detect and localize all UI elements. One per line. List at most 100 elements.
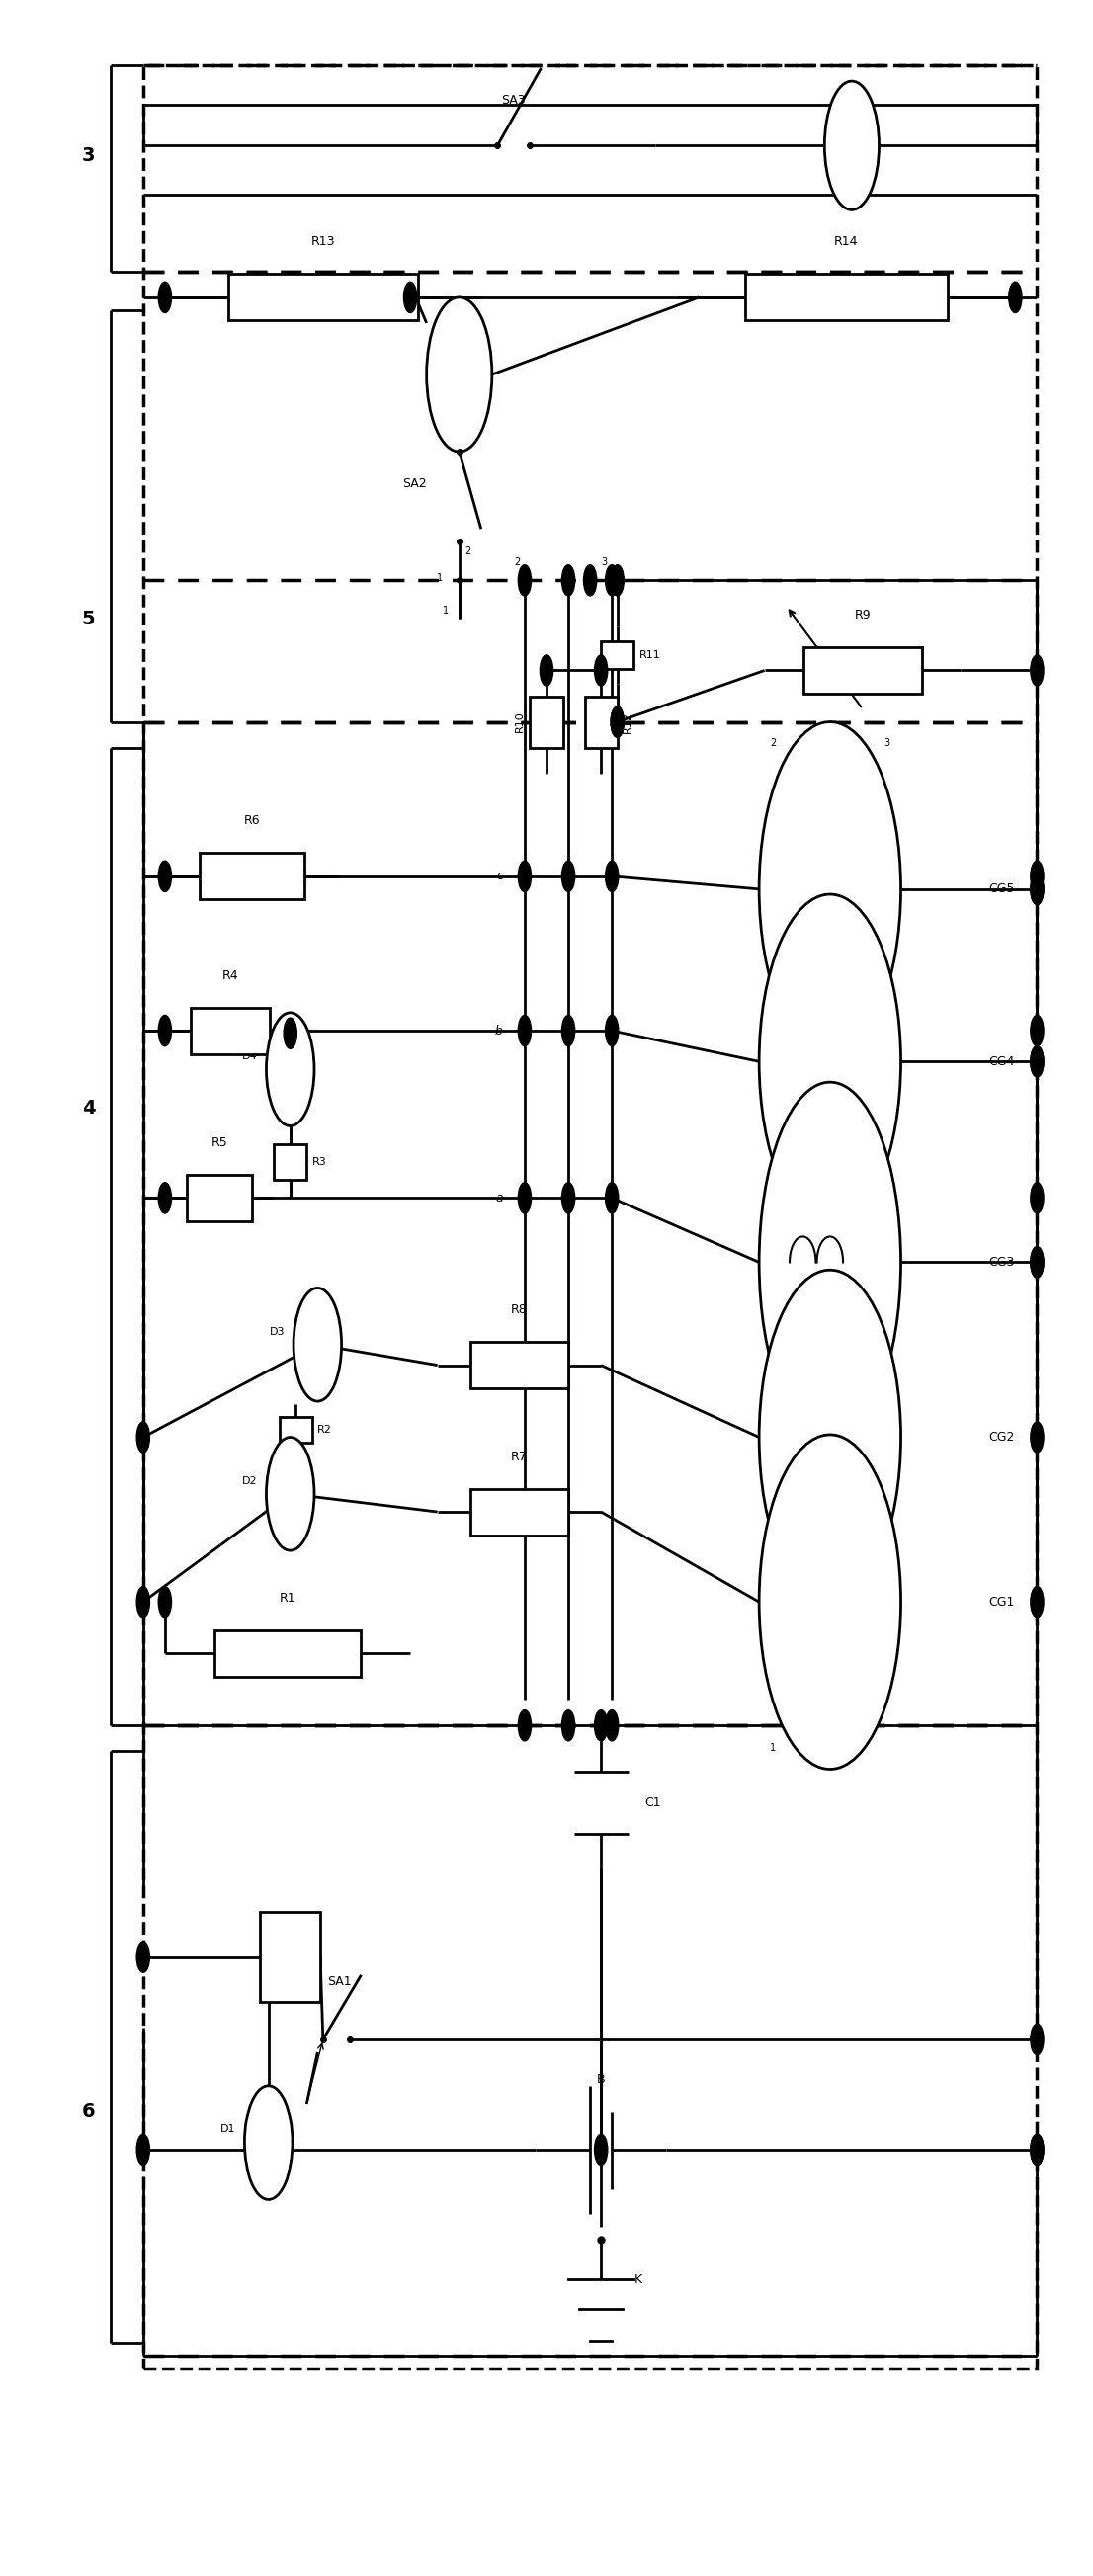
Text: 3: 3 xyxy=(82,147,95,165)
Text: D1: D1 xyxy=(221,2125,236,2136)
Circle shape xyxy=(584,564,597,595)
Text: R4: R4 xyxy=(222,969,238,981)
Circle shape xyxy=(824,80,879,209)
Text: b: b xyxy=(495,1025,503,1038)
Text: D2: D2 xyxy=(243,1476,258,1486)
Circle shape xyxy=(1031,1182,1044,1213)
Circle shape xyxy=(158,1015,172,1046)
Text: CG2: CG2 xyxy=(988,1430,1014,1443)
Circle shape xyxy=(606,1015,619,1046)
Circle shape xyxy=(403,281,416,312)
Circle shape xyxy=(426,296,492,451)
Text: CG4: CG4 xyxy=(988,1056,1014,1069)
Text: R9: R9 xyxy=(855,608,871,621)
Text: 1: 1 xyxy=(769,1744,776,1754)
Bar xyxy=(260,1911,320,2002)
Text: R7: R7 xyxy=(510,1450,528,1463)
Text: R3: R3 xyxy=(313,1157,327,1167)
Circle shape xyxy=(1031,1587,1044,1618)
Text: CG1: CG1 xyxy=(988,1595,1014,1607)
Circle shape xyxy=(606,1710,619,1741)
Text: 1: 1 xyxy=(437,572,443,582)
Circle shape xyxy=(1031,873,1044,904)
Text: B: B xyxy=(597,2074,606,2087)
Bar xyxy=(280,1417,313,1443)
Text: 3: 3 xyxy=(884,1285,890,1296)
Circle shape xyxy=(158,1587,172,1618)
Text: R10: R10 xyxy=(515,711,525,732)
Circle shape xyxy=(158,860,172,891)
Text: 2: 2 xyxy=(769,909,776,920)
Text: 1: 1 xyxy=(769,1412,776,1422)
Bar xyxy=(191,1007,270,1054)
Text: a: a xyxy=(495,1193,503,1206)
Text: R1: R1 xyxy=(280,1592,296,1605)
Text: SA3: SA3 xyxy=(502,95,526,106)
Circle shape xyxy=(611,706,624,737)
Ellipse shape xyxy=(760,1082,901,1443)
Text: R2: R2 xyxy=(318,1425,332,1435)
Circle shape xyxy=(611,564,624,595)
Circle shape xyxy=(1031,654,1044,685)
Text: SA1: SA1 xyxy=(327,1976,352,1989)
Bar xyxy=(214,1631,361,1677)
Ellipse shape xyxy=(760,721,901,1056)
Ellipse shape xyxy=(760,894,901,1229)
Circle shape xyxy=(1009,281,1022,312)
Text: 4: 4 xyxy=(884,1103,890,1113)
Circle shape xyxy=(1031,1247,1044,1278)
Circle shape xyxy=(606,1182,619,1213)
Bar xyxy=(585,696,618,747)
Circle shape xyxy=(1031,1422,1044,1453)
Circle shape xyxy=(518,1182,531,1213)
Text: 4: 4 xyxy=(82,1097,95,1118)
Bar xyxy=(143,67,1037,2370)
Text: 2: 2 xyxy=(884,1412,890,1422)
Bar xyxy=(187,1175,252,1221)
Bar xyxy=(470,1489,568,1535)
Bar xyxy=(530,696,563,747)
Circle shape xyxy=(1031,1015,1044,1046)
Text: IC: IC xyxy=(285,1947,295,1958)
Text: 1: 1 xyxy=(769,1579,776,1589)
Circle shape xyxy=(1031,2136,1044,2166)
Bar xyxy=(745,273,948,319)
Circle shape xyxy=(158,1182,172,1213)
Text: 1: 1 xyxy=(769,1030,776,1041)
Text: 2: 2 xyxy=(465,546,471,556)
Circle shape xyxy=(518,1710,531,1741)
Circle shape xyxy=(562,1015,575,1046)
Circle shape xyxy=(294,1288,341,1401)
Text: R5: R5 xyxy=(211,1136,227,1149)
Text: C1: C1 xyxy=(645,1795,661,1808)
Circle shape xyxy=(137,1942,150,1973)
Circle shape xyxy=(1031,1046,1044,1077)
Circle shape xyxy=(1031,860,1044,891)
Circle shape xyxy=(595,654,608,685)
Ellipse shape xyxy=(760,1270,901,1605)
Text: 5: 5 xyxy=(82,611,95,629)
Text: CG5: CG5 xyxy=(988,884,1014,896)
Circle shape xyxy=(595,1710,608,1741)
Text: 2: 2 xyxy=(769,1285,776,1296)
Circle shape xyxy=(540,654,553,685)
Circle shape xyxy=(1031,1046,1044,1077)
Circle shape xyxy=(137,1422,150,1453)
Text: R14: R14 xyxy=(834,234,858,247)
Text: D4: D4 xyxy=(243,1051,258,1061)
Bar xyxy=(228,273,418,319)
Circle shape xyxy=(518,860,531,891)
Text: 2: 2 xyxy=(769,737,776,747)
Text: 3: 3 xyxy=(884,909,890,920)
Text: V: V xyxy=(454,368,466,381)
Circle shape xyxy=(562,1710,575,1741)
Circle shape xyxy=(137,2136,150,2166)
Circle shape xyxy=(1031,2136,1044,2166)
Circle shape xyxy=(595,2136,608,2166)
Text: 6: 6 xyxy=(82,2102,95,2120)
Text: 3: 3 xyxy=(601,556,607,567)
Text: CG3: CG3 xyxy=(988,1257,1014,1270)
Text: D3: D3 xyxy=(270,1327,285,1337)
Text: 1: 1 xyxy=(443,605,448,616)
Ellipse shape xyxy=(760,1435,901,1770)
